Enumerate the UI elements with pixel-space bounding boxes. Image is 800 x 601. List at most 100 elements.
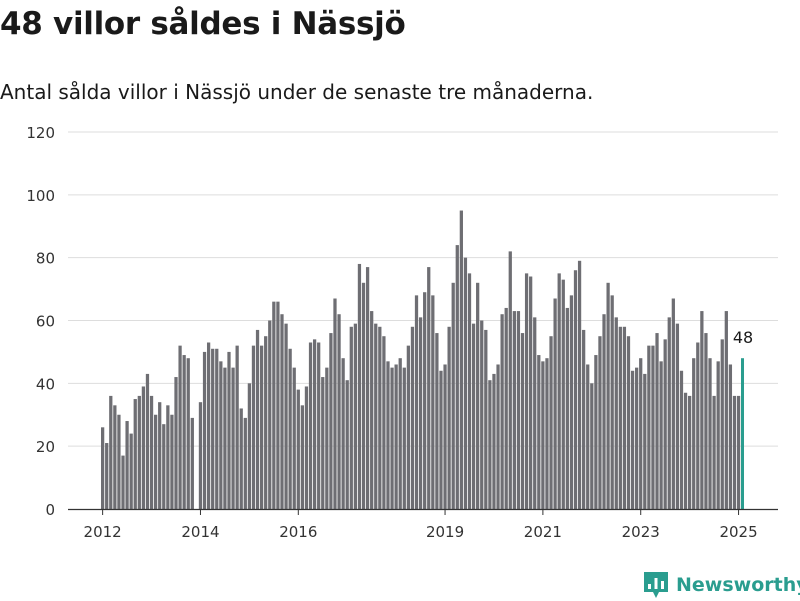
- bar: [410, 326, 415, 509]
- bar: [292, 367, 296, 509]
- bar: [178, 345, 182, 509]
- bar: [447, 326, 451, 509]
- bar: [736, 395, 741, 509]
- bar: [247, 383, 252, 509]
- bar: [398, 358, 402, 509]
- bar: [101, 427, 105, 509]
- bar: [406, 345, 410, 509]
- bar: [325, 367, 329, 509]
- bar: [133, 399, 137, 509]
- bar: [467, 273, 472, 509]
- bar: [683, 392, 688, 509]
- bar: [732, 395, 737, 509]
- bar: [700, 311, 704, 509]
- bar: [639, 358, 643, 509]
- bar: [202, 351, 207, 509]
- bar: [105, 443, 109, 509]
- bar: [361, 282, 366, 509]
- bar: [378, 326, 382, 509]
- bar: [598, 336, 602, 509]
- bar: [476, 282, 480, 509]
- bar: [251, 345, 256, 509]
- bar: [109, 395, 113, 509]
- y-tick-label: 60: [36, 313, 55, 331]
- bar: [239, 408, 243, 509]
- brand-name: Newsworthy: [676, 574, 800, 596]
- bar: [272, 301, 276, 509]
- bar: [162, 424, 166, 509]
- bar: [390, 367, 394, 509]
- bar: [496, 364, 500, 509]
- bar: [231, 367, 235, 509]
- y-tick-label: 120: [26, 124, 55, 142]
- bar: [280, 314, 284, 509]
- bar: [137, 395, 141, 509]
- bar: [569, 295, 574, 509]
- bar: [712, 395, 716, 509]
- y-tick-label: 40: [36, 375, 55, 393]
- bar: [211, 348, 215, 509]
- bar: [129, 433, 133, 509]
- bar: [394, 364, 398, 509]
- bar: [414, 295, 419, 509]
- x-tick-label: 2025: [719, 523, 757, 541]
- y-tick-label: 0: [45, 501, 55, 519]
- bar: [675, 323, 680, 509]
- bar: [312, 339, 317, 509]
- bar: [243, 417, 247, 509]
- x-tick-label: 2014: [181, 523, 219, 541]
- bar: [149, 395, 154, 509]
- bar: [276, 301, 280, 509]
- bar: [610, 295, 614, 509]
- bar: [728, 364, 733, 509]
- bar: [186, 358, 190, 509]
- bar: [170, 414, 174, 509]
- bar: [459, 210, 463, 509]
- bar: [365, 267, 370, 509]
- bar: [659, 361, 663, 509]
- bar: [663, 339, 667, 509]
- bar: [455, 245, 459, 509]
- x-tick-label: 2019: [426, 523, 464, 541]
- bar: [516, 311, 521, 509]
- y-tick-label: 100: [26, 187, 55, 205]
- bar: [484, 329, 488, 509]
- bar: [508, 251, 512, 509]
- bar: [386, 361, 390, 509]
- bar: [520, 333, 525, 509]
- bar: [643, 373, 647, 509]
- bar: [671, 298, 675, 509]
- bar: [565, 307, 569, 509]
- bar: [557, 273, 561, 509]
- bar: [504, 307, 508, 509]
- bar: [382, 336, 386, 509]
- bar: [153, 414, 158, 509]
- bar: [190, 417, 194, 509]
- bar: [219, 361, 223, 509]
- bar: [259, 345, 264, 509]
- bar: [594, 355, 598, 509]
- bar: [427, 267, 431, 509]
- bar: [614, 317, 618, 509]
- bar: [492, 373, 496, 509]
- x-tick-label: 2012: [84, 523, 122, 541]
- y-tick-label: 80: [36, 250, 55, 268]
- bar: [651, 345, 655, 509]
- bar: [537, 355, 541, 509]
- bar: [223, 367, 227, 509]
- bar: [235, 345, 239, 509]
- bar: [577, 260, 582, 509]
- bar: [341, 358, 345, 509]
- bar: [370, 311, 374, 509]
- bar: [141, 386, 146, 509]
- bar: [300, 405, 305, 509]
- latest-value-label: 48: [733, 328, 753, 347]
- bar: [255, 329, 260, 509]
- bar: [288, 348, 292, 509]
- bar: [264, 336, 268, 509]
- bar: [284, 323, 288, 509]
- bar: [268, 320, 272, 509]
- bar: [296, 389, 300, 509]
- newsworthy-logo-icon: [644, 572, 668, 598]
- bar: [606, 282, 610, 509]
